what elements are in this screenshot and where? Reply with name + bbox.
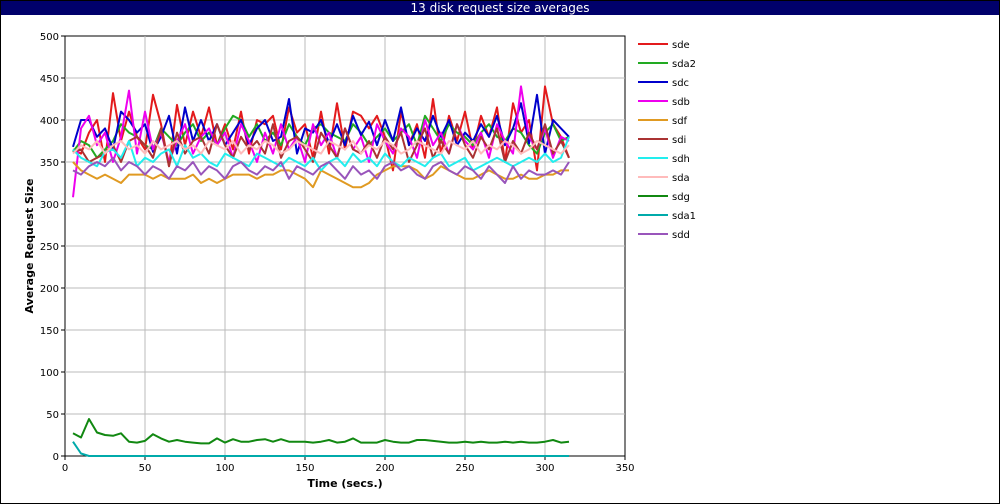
legend-item-sde: sde xyxy=(638,40,690,51)
series-lines xyxy=(72,85,570,457)
legend-item-sda2: sda2 xyxy=(638,59,696,70)
legend-item-sdg: sdg xyxy=(638,192,690,203)
legend-label: sde xyxy=(672,40,690,51)
legend-label: sdf xyxy=(672,116,688,127)
x-tick-label: 300 xyxy=(535,463,554,474)
legend-item-sda1: sda1 xyxy=(638,211,696,222)
legend-label: sda xyxy=(672,173,690,184)
series-line-sdh xyxy=(72,136,570,172)
legend: sde sda2 sdc sdb sdf sdi sdh sda sdg sda1 sdd xyxy=(638,40,696,241)
x-tick-label: 100 xyxy=(215,463,234,474)
legend-label: sdg xyxy=(672,192,690,203)
legend-label: sda2 xyxy=(672,59,696,70)
chart-title: 13 disk request size averages xyxy=(1,1,999,15)
legend-item-sdi: sdi xyxy=(638,135,686,146)
x-tick-label: 50 xyxy=(139,463,152,474)
legend-item-sdd: sdd xyxy=(638,230,690,241)
legend-item-sdh: sdh xyxy=(638,154,690,165)
y-tick-label: 350 xyxy=(40,158,59,169)
y-tick-label: 400 xyxy=(40,116,59,127)
y-tick-label: 250 xyxy=(40,242,59,253)
legend-label: sdb xyxy=(672,97,690,108)
y-tick-label: 500 xyxy=(40,32,59,43)
x-tick-label: 350 xyxy=(615,463,634,474)
legend-item-sdf: sdf xyxy=(638,116,688,127)
y-axis-label: Average Request Size xyxy=(23,178,36,313)
legend-label: sda1 xyxy=(672,211,696,222)
legend-label: sdd xyxy=(672,230,690,241)
legend-item-sdb: sdb xyxy=(638,97,690,108)
axis-ticks: 0 50 100 150 200 250 300 350 0 50 100 150 200 250 300 3… xyxy=(40,32,635,474)
grid-lines xyxy=(65,36,625,456)
series-line-sde xyxy=(72,85,570,172)
legend-item-sdc: sdc xyxy=(638,78,689,89)
legend-item-sda: sda xyxy=(638,173,690,184)
series-line-sdd xyxy=(72,156,570,184)
y-tick-label: 50 xyxy=(46,410,59,421)
x-tick-label: 200 xyxy=(375,463,394,474)
legend-label: sdh xyxy=(672,154,690,165)
series-line-sda1 xyxy=(72,441,569,457)
series-line-sda xyxy=(72,140,570,155)
legend-label: sdi xyxy=(672,135,686,146)
x-tick-label: 150 xyxy=(295,463,314,474)
y-tick-label: 200 xyxy=(40,284,59,295)
x-axis-label: Time (secs.) xyxy=(307,477,382,490)
x-tick-label: 0 xyxy=(62,463,68,474)
y-tick-label: 450 xyxy=(40,74,59,85)
y-tick-label: 0 xyxy=(53,452,59,463)
y-tick-label: 150 xyxy=(40,326,59,337)
legend-label: sdc xyxy=(672,78,689,89)
y-tick-label: 100 xyxy=(40,368,59,379)
y-tick-label: 300 xyxy=(40,200,59,211)
series-line-sdg xyxy=(72,418,570,445)
x-tick-label: 250 xyxy=(455,463,474,474)
series-line-sdi xyxy=(72,123,570,168)
